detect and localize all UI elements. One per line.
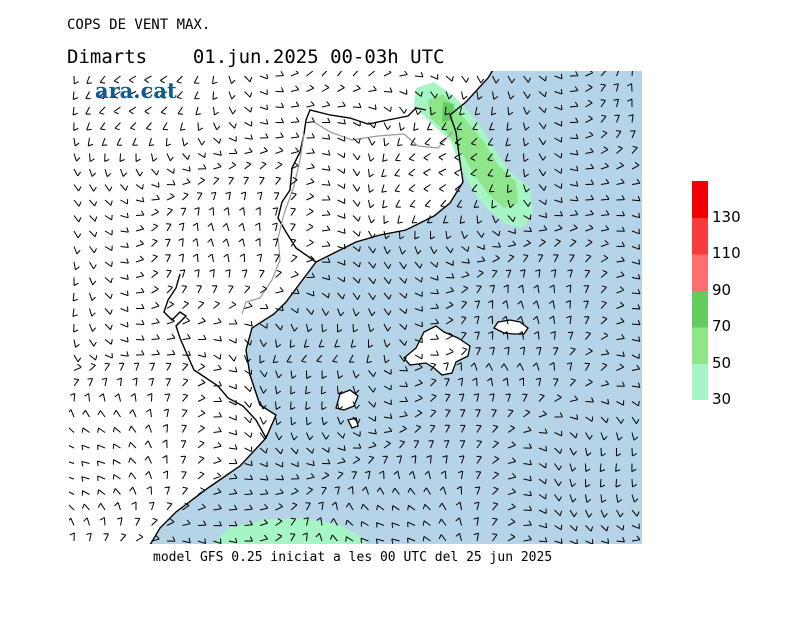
legend-swatch-30-50 xyxy=(692,363,708,400)
map-title: COPS DE VENT MAX. xyxy=(67,17,211,33)
mallorca xyxy=(403,325,471,376)
coastline xyxy=(149,70,494,545)
legend-swatch-110-130 xyxy=(692,217,708,255)
balearic-islands xyxy=(335,319,529,429)
legend-label: 90 xyxy=(712,280,732,299)
wind-barb-field xyxy=(68,70,641,545)
legend-label: 110 xyxy=(712,244,741,262)
legend-label: 70 xyxy=(712,317,732,335)
legend-colorbar xyxy=(692,181,708,400)
legend-label: 30 xyxy=(712,390,732,408)
wind-gust-map xyxy=(68,70,643,545)
aragon-border xyxy=(241,133,305,315)
legend-swatch-50-70 xyxy=(692,327,708,364)
legend-label: 50 xyxy=(712,353,732,372)
legend-swatch-70-90 xyxy=(692,290,708,328)
ara-cat-logo: ara.cat xyxy=(95,78,177,103)
valencia-border xyxy=(163,273,267,439)
andorra-border xyxy=(313,121,453,149)
legend-label: 130 xyxy=(712,207,741,226)
map-frame xyxy=(68,70,643,545)
map-subtitle: Dimarts 01.jun.2025 00-03h UTC xyxy=(67,46,445,68)
legend-swatch-90-110 xyxy=(692,254,708,291)
eivissa xyxy=(335,389,359,411)
legend-swatch-130+ xyxy=(692,181,708,218)
wind-barbs xyxy=(68,70,641,545)
model-footer: model GFS 0.25 iniciat a les 00 UTC del … xyxy=(153,550,553,565)
catalonia-border xyxy=(277,107,427,263)
